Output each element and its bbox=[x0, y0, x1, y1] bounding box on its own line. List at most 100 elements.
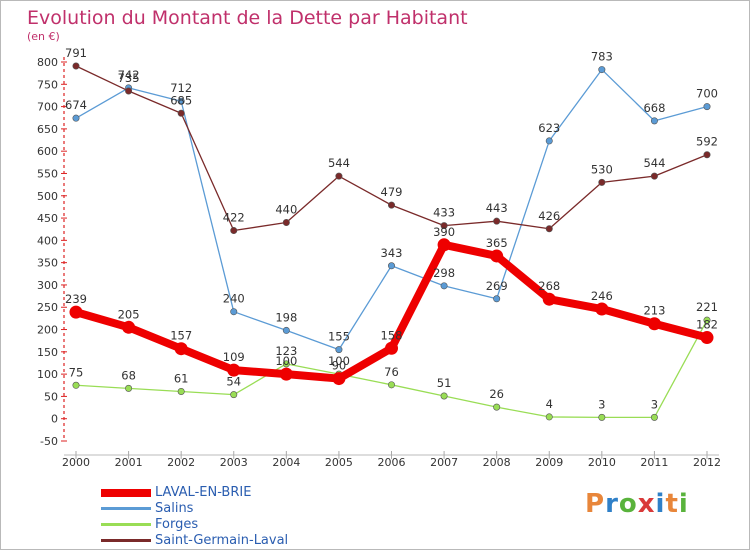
legend-swatch bbox=[101, 489, 151, 497]
data-label: 76 bbox=[384, 365, 399, 379]
data-point bbox=[282, 360, 290, 368]
data-label: 783 bbox=[591, 50, 613, 64]
data-point bbox=[700, 331, 714, 345]
data-label: 240 bbox=[223, 292, 245, 306]
legend-label: Salins bbox=[155, 501, 194, 516]
y-tick-label: 450 bbox=[37, 212, 58, 225]
data-point bbox=[385, 341, 398, 355]
data-label: 426 bbox=[538, 209, 560, 223]
y-tick-label: 150 bbox=[37, 346, 58, 359]
x-tick-label: 2004 bbox=[272, 456, 300, 469]
y-tick-label: 650 bbox=[37, 123, 58, 136]
data-label: 100 bbox=[328, 354, 350, 368]
x-tick-label: 2008 bbox=[483, 456, 511, 469]
data-label: 268 bbox=[538, 279, 560, 293]
data-label: 544 bbox=[328, 156, 350, 170]
data-point bbox=[230, 227, 238, 235]
x-tick-label: 2001 bbox=[115, 456, 143, 469]
legend-label: Saint-Germain-Laval bbox=[155, 533, 289, 548]
data-label: 530 bbox=[591, 162, 613, 176]
data-point bbox=[437, 238, 451, 252]
data-label: 269 bbox=[486, 279, 508, 293]
x-tick-label: 2012 bbox=[693, 456, 721, 469]
data-label: 433 bbox=[433, 206, 455, 220]
data-label: 700 bbox=[696, 87, 718, 101]
data-point bbox=[387, 381, 395, 389]
x-tick-label: 2003 bbox=[220, 456, 248, 469]
data-point bbox=[282, 326, 290, 334]
y-tick-label: 750 bbox=[37, 78, 58, 91]
data-point bbox=[332, 372, 346, 386]
data-point bbox=[598, 66, 606, 74]
y-tick-label: 600 bbox=[37, 145, 58, 158]
data-label: 791 bbox=[65, 46, 87, 60]
data-point bbox=[703, 151, 711, 159]
y-tick-label: 550 bbox=[37, 167, 58, 180]
y-tick-label: 350 bbox=[37, 257, 58, 270]
y-tick-label: 100 bbox=[37, 368, 58, 381]
data-point bbox=[335, 172, 343, 180]
legend-label: Forges bbox=[155, 517, 199, 532]
x-tick-label: 2005 bbox=[325, 456, 353, 469]
y-tick-label: 800 bbox=[37, 56, 58, 69]
y-tick-label: 50 bbox=[44, 390, 58, 403]
data-label: 440 bbox=[275, 203, 297, 217]
data-point bbox=[545, 413, 553, 421]
x-tick-label: 2000 bbox=[62, 456, 90, 469]
data-point bbox=[122, 320, 136, 334]
x-tick-label: 2002 bbox=[167, 456, 195, 469]
data-point bbox=[227, 363, 241, 377]
data-label: 158 bbox=[381, 328, 403, 342]
data-label: 298 bbox=[433, 266, 455, 280]
y-tick-label: -50 bbox=[40, 435, 58, 448]
data-label: 685 bbox=[170, 93, 192, 107]
data-label: 155 bbox=[328, 330, 350, 344]
data-point bbox=[703, 103, 711, 111]
data-point bbox=[282, 219, 290, 227]
data-point bbox=[650, 413, 658, 421]
y-tick-label: 300 bbox=[37, 279, 58, 292]
data-label: 239 bbox=[65, 292, 87, 306]
data-point bbox=[387, 262, 395, 270]
x-tick-label: 2010 bbox=[588, 456, 616, 469]
data-point bbox=[72, 62, 80, 70]
data-point bbox=[177, 109, 185, 117]
data-label: 182 bbox=[696, 318, 718, 332]
data-label: 3 bbox=[651, 397, 658, 411]
x-tick-label: 2007 bbox=[430, 456, 458, 469]
y-tick-label: 250 bbox=[37, 301, 58, 314]
data-point bbox=[490, 249, 504, 263]
data-point bbox=[279, 367, 293, 381]
data-point bbox=[598, 178, 606, 186]
data-label: 123 bbox=[275, 344, 297, 358]
data-label: 198 bbox=[275, 310, 297, 324]
data-point bbox=[493, 295, 501, 303]
data-point bbox=[125, 384, 133, 392]
data-label: 221 bbox=[696, 300, 718, 314]
data-point bbox=[703, 316, 711, 324]
data-label: 422 bbox=[223, 211, 245, 225]
data-point bbox=[542, 292, 556, 306]
data-point bbox=[125, 87, 133, 95]
data-point bbox=[650, 172, 658, 180]
data-label: 390 bbox=[433, 225, 455, 239]
data-label: 90 bbox=[332, 359, 347, 373]
data-label: 213 bbox=[643, 304, 665, 318]
data-point bbox=[335, 346, 343, 354]
data-label: 674 bbox=[65, 98, 87, 112]
data-label: 544 bbox=[643, 156, 665, 170]
data-point bbox=[595, 302, 609, 316]
data-label: 592 bbox=[696, 135, 718, 149]
data-label: 246 bbox=[591, 289, 613, 303]
data-point bbox=[440, 222, 448, 230]
data-label: 100 bbox=[275, 354, 297, 368]
data-label: 742 bbox=[118, 68, 140, 82]
y-tick-label: 500 bbox=[37, 190, 58, 203]
x-tick-label: 2006 bbox=[378, 456, 406, 469]
data-point bbox=[177, 97, 185, 105]
data-label: 4 bbox=[546, 397, 553, 411]
data-label: 735 bbox=[118, 71, 140, 85]
x-tick-label: 2009 bbox=[535, 456, 563, 469]
